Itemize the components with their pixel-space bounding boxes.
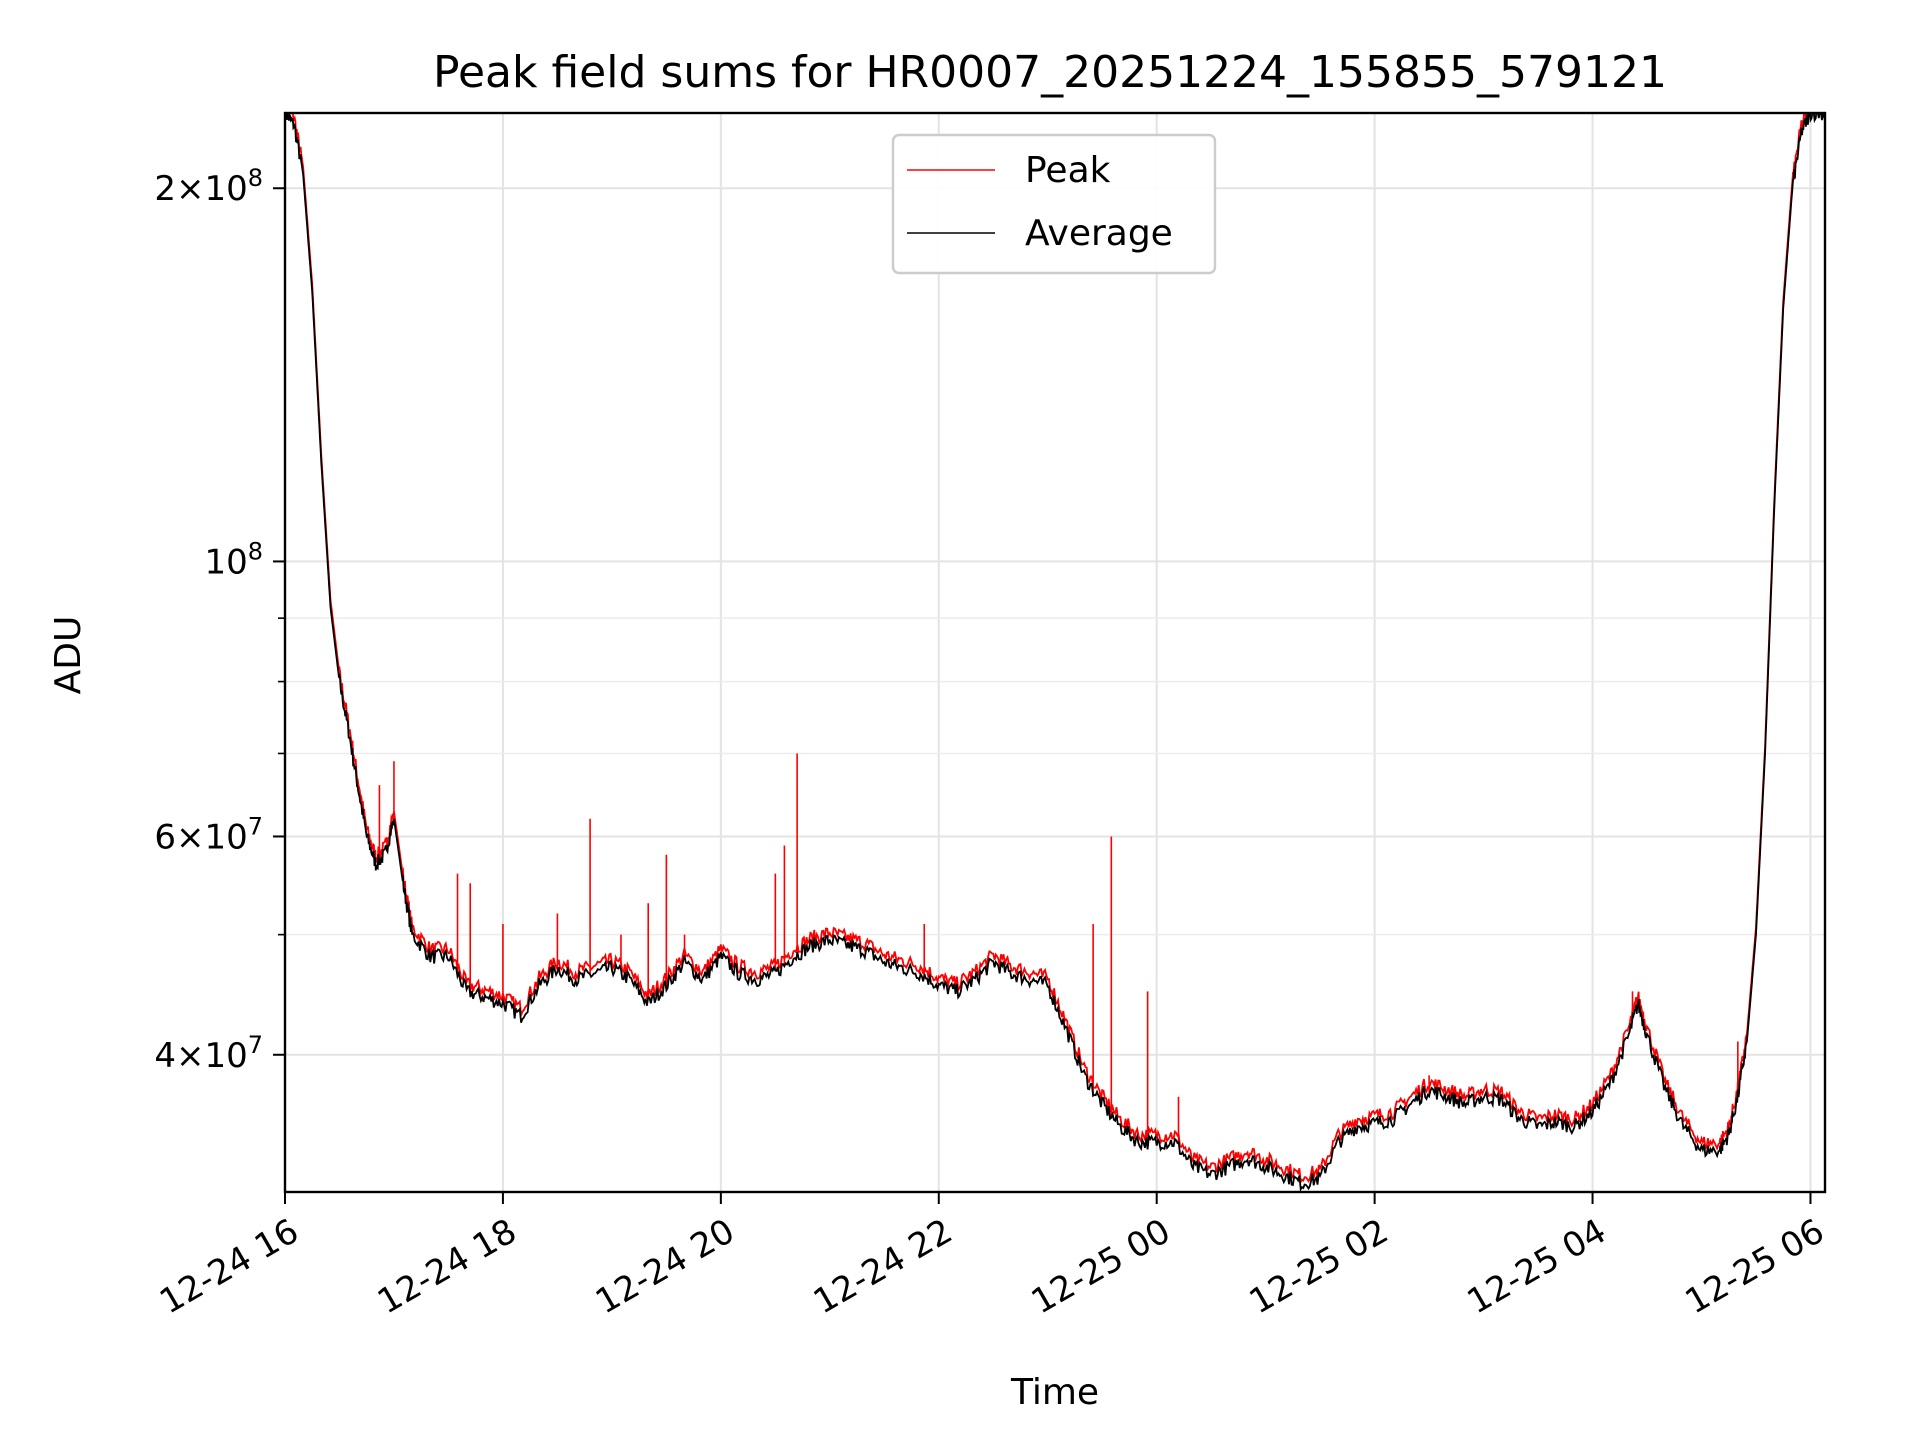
chart-title: Peak field sums for HR0007_20251224_1558… bbox=[433, 47, 1667, 98]
legend: Peak Average bbox=[891, 133, 1217, 275]
y-tick-label: 108 bbox=[204, 537, 263, 582]
plot-area bbox=[285, 113, 1825, 1192]
axes-frame bbox=[283, 111, 1827, 1194]
y-tick-label: 4×107 bbox=[154, 1031, 263, 1076]
y-tick-label: 2×108 bbox=[154, 164, 263, 209]
series-layer bbox=[285, 113, 1825, 1192]
series-line-average bbox=[285, 113, 1825, 1192]
y-axis-ticks: 4×107 6×107 108 2×108 bbox=[154, 164, 285, 1076]
legend-label-peak: Peak bbox=[1025, 150, 1111, 191]
y-tick-label: 6×107 bbox=[154, 812, 263, 857]
grid-layer bbox=[284, 113, 1825, 1192]
legend-label-average: Average bbox=[1025, 213, 1173, 254]
series-line-peak bbox=[285, 113, 1816, 1185]
y-axis-label: ADU bbox=[48, 616, 89, 695]
x-axis-label: Time bbox=[1010, 1372, 1099, 1413]
